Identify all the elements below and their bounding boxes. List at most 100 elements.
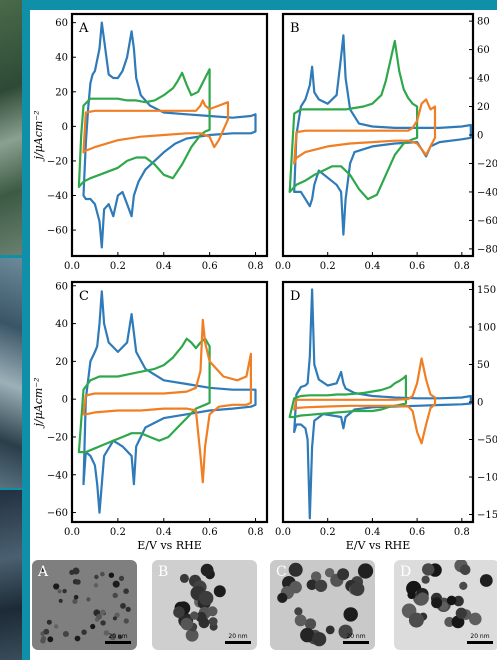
nanoparticle <box>54 624 59 629</box>
nanoparticle <box>179 573 189 583</box>
cv-panel-c: C −60 −40 −20 0 20 40 60 0.0 0.2 0.4 0.6 0.8 j/μAcm⁻²… <box>32 280 269 550</box>
nanoparticle <box>74 635 81 642</box>
y-tick-label: 20 <box>55 357 68 368</box>
figure-panel: A −60 −40 −20 0 20 40 60 0.0 0.2 0.4 0.6 0.8 j/μAcm⁻²… <box>30 10 497 660</box>
nanoparticle <box>100 609 106 616</box>
nanoparticle <box>207 606 218 617</box>
nanoparticle <box>125 606 131 612</box>
series-line-c-1 <box>77 337 211 454</box>
nanoparticle <box>407 590 416 600</box>
nanoparticle <box>75 579 81 585</box>
y-tick-label: 100 <box>477 323 496 334</box>
plot-frame <box>70 12 269 258</box>
nanoparticle <box>40 638 46 644</box>
series-line-b-2 <box>293 98 437 165</box>
nanoparticle <box>314 579 328 592</box>
cv-panel-a: A −60 −40 −20 0 20 40 60 0.0 0.2 0.4 0.6 0.8 j/μAcm⁻² <box>32 12 269 272</box>
nanoparticle <box>94 574 99 580</box>
teal-divider <box>22 0 30 660</box>
x-tick-label: 0.6 <box>202 527 218 538</box>
scale-bar-label: 20 nm <box>228 633 248 640</box>
nanoparticle <box>289 581 302 594</box>
scale-bar: 20 nm <box>225 633 251 644</box>
x-tick-label: 0.2 <box>110 261 126 272</box>
tem-letter: C <box>276 564 287 580</box>
x-tick-label: 0.2 <box>320 261 336 272</box>
nanoparticle <box>408 612 424 628</box>
scale-bar-line <box>467 641 493 644</box>
nanoparticle <box>120 603 126 609</box>
cv-panel-b: B −80 −60 −40 −20 0 20 40 60 80 0.0 0.2 0.4 0.6 0.8 <box>275 12 497 272</box>
y-tick-label: 60 <box>55 281 68 292</box>
nanoparticle <box>100 571 105 577</box>
nanoparticle <box>200 563 214 577</box>
nanoparticle <box>123 588 129 594</box>
y-tick-label: −20 <box>477 159 497 170</box>
nanoparticle <box>185 628 199 642</box>
series-line-a-0 <box>82 21 257 249</box>
panel-label: A <box>78 21 89 36</box>
photo-bottom <box>0 490 22 660</box>
x-tick-label: 0.6 <box>409 527 425 538</box>
nanoparticle <box>357 563 374 579</box>
scale-bar-label: 20 nm <box>470 633 490 640</box>
panel-label: B <box>290 21 300 36</box>
tem-particles <box>173 563 226 642</box>
left-photo-strip <box>0 0 30 660</box>
plot-frame <box>70 280 269 524</box>
nanoparticle <box>324 568 335 578</box>
series-line-a-1 <box>77 68 211 188</box>
nanoparticle <box>90 623 96 630</box>
nanoparticle <box>123 618 129 624</box>
x-tick-label: 0.4 <box>156 527 172 538</box>
series-line-c-0 <box>82 290 257 514</box>
nanoparticle <box>58 598 63 603</box>
y-tick-label: −20 <box>47 156 68 167</box>
nanoparticle <box>300 627 315 643</box>
tem-image-b: B 20 nm <box>152 560 257 650</box>
y-tick-label: 0 <box>62 122 68 133</box>
x-tick-label: 0.0 <box>275 261 291 272</box>
y-axis-label: j/μAcm⁻² <box>32 110 45 162</box>
nanoparticle <box>312 632 327 647</box>
series-line-d-1 <box>288 374 407 419</box>
scale-bar: 20 nm <box>467 633 493 644</box>
tem-particles <box>277 562 374 647</box>
nanoparticle <box>47 636 54 643</box>
x-tick-label: 0.0 <box>64 527 80 538</box>
series-line-b-1 <box>288 39 419 201</box>
y-tick-label: 60 <box>55 18 68 29</box>
tem-letter: D <box>400 564 412 580</box>
y-tick-label: 50 <box>477 360 490 371</box>
x-tick-label: 0.4 <box>364 261 380 272</box>
nanoparticle <box>459 581 468 590</box>
x-tick-label: 0.2 <box>110 527 126 538</box>
tem-image-row: A 20 nm B 20 nm C 20 nm D 20 nm <box>30 550 497 660</box>
nanoparticle <box>112 580 120 588</box>
y-tick-label: 150 <box>477 285 496 296</box>
x-tick-label: 0.8 <box>248 261 264 272</box>
y-tick-label: −100 <box>477 473 497 484</box>
cv-figure: A −60 −40 −20 0 20 40 60 0.0 0.2 0.4 0.6 0.8 j/μAcm⁻²… <box>32 12 497 550</box>
scale-bar: 20 nm <box>105 633 131 644</box>
nanoparticle <box>350 582 365 596</box>
nanoparticle <box>62 631 69 637</box>
nanoparticle <box>459 564 471 576</box>
x-tick-label: 0.0 <box>275 527 291 538</box>
nanoparticle <box>114 612 120 618</box>
scale-bar-label: 20 nm <box>108 633 128 640</box>
nanoparticle <box>288 562 303 577</box>
nanoparticle <box>198 590 214 606</box>
y-tick-label: 40 <box>477 74 490 85</box>
x-axis-label: E/V vs RHE <box>346 539 410 550</box>
y-tick-label: −80 <box>477 244 497 255</box>
nanoparticle <box>40 567 46 572</box>
y-tick-label: −40 <box>477 187 497 198</box>
panel-label: D <box>290 289 300 304</box>
nanoparticle <box>62 588 67 594</box>
nanoparticle <box>306 579 318 591</box>
nanoparticle <box>81 629 87 635</box>
y-tick-label: 20 <box>477 102 490 113</box>
y-tick-label: 0 <box>477 398 483 409</box>
nanoparticle <box>469 612 482 626</box>
